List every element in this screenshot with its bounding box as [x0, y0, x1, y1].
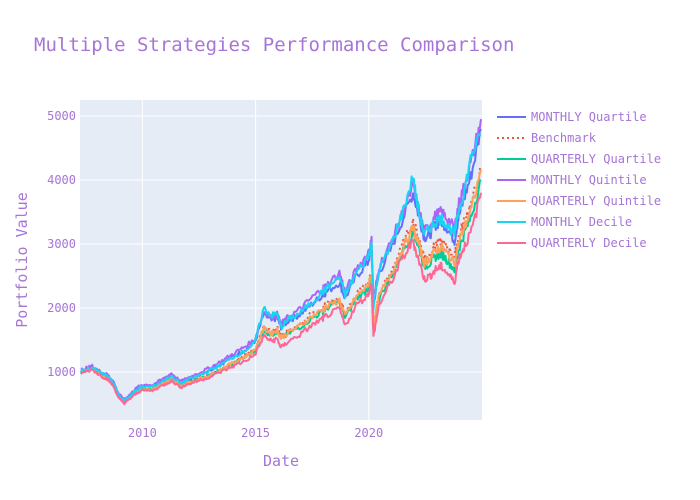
legend-label: MONTHLY Decile [531, 215, 632, 229]
y-tick-label: 4000 [47, 173, 76, 187]
y-tick-label: 1000 [47, 365, 76, 379]
series-lines [79, 119, 482, 406]
legend-label: QUARTERLY Quintile [531, 194, 661, 208]
series-line-6 [80, 192, 482, 406]
legend-label: QUARTERLY Quartile [531, 152, 661, 166]
y-tick-label: 3000 [47, 237, 76, 251]
x-axis-ticks: 2010 2015 2020 [128, 426, 383, 440]
legend-label: MONTHLY Quartile [531, 110, 647, 124]
series-line-5 [79, 133, 482, 403]
y-axis-ticks: 1000 2000 3000 4000 5000 [47, 109, 76, 379]
legend: MONTHLY Quartile Benchmark QUARTERLY Quart… [497, 110, 661, 250]
y-tick-label: 2000 [47, 301, 76, 315]
y-tick-label: 5000 [47, 109, 76, 123]
x-tick-label: 2020 [354, 426, 383, 440]
plot-area [80, 100, 482, 420]
legend-label: Benchmark [531, 131, 597, 145]
legend-label: MONTHLY Quintile [531, 173, 647, 187]
legend-label: QUARTERLY Decile [531, 236, 647, 250]
y-axis-title: Portfolio Value [13, 192, 31, 327]
gridlines [80, 100, 482, 420]
x-tick-label: 2015 [241, 426, 270, 440]
x-axis-title: Date [263, 452, 299, 470]
x-tick-label: 2010 [128, 426, 157, 440]
chart-title: Multiple Strategies Performance Comparis… [34, 34, 514, 56]
